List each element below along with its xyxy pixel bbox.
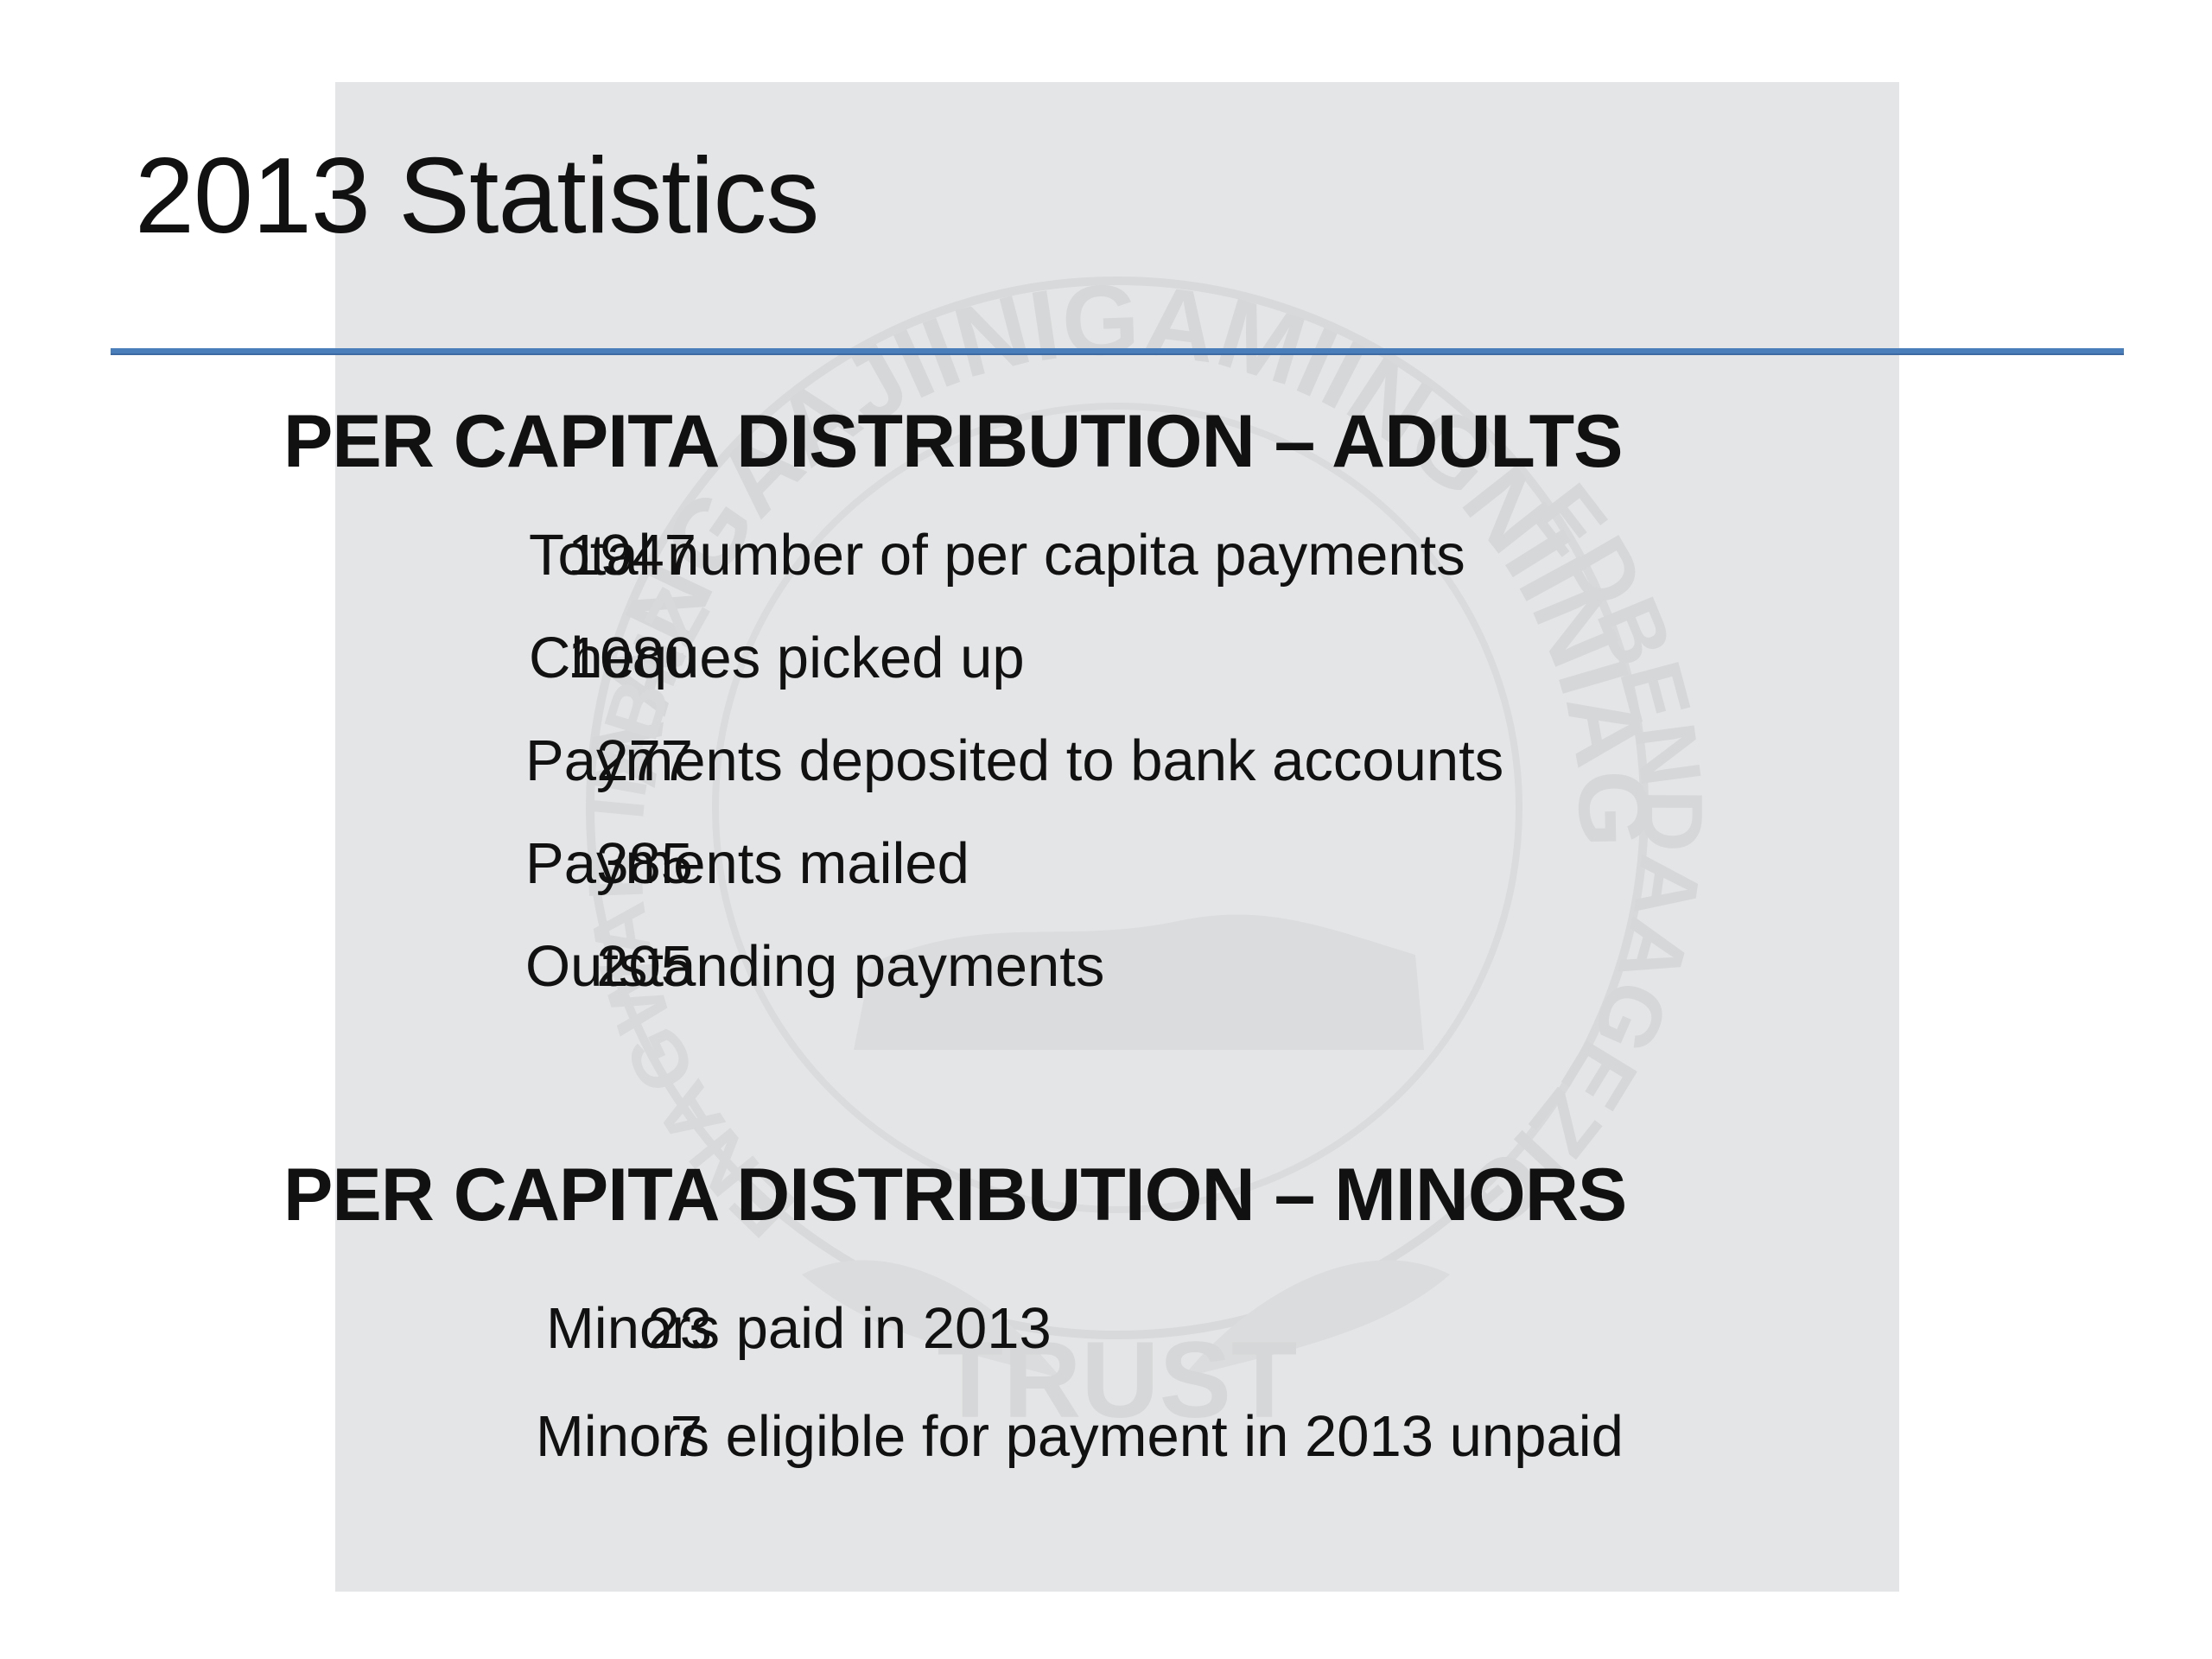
seal-landscape (854, 914, 1424, 1050)
minors-stat-value: 7 (670, 1404, 702, 1469)
minors-stat-row: 23 Minors paid in 2013 (276, 1290, 1745, 1368)
adults-stat-value: 1947 (567, 523, 696, 588)
seal-feather-left (802, 1260, 1061, 1378)
title-divider (111, 348, 2124, 355)
adults-stat-value: 385 (596, 831, 693, 896)
minors-stat-label: Minors paid in 2013 (546, 1296, 1052, 1361)
seal-outer-ring (586, 276, 1649, 1339)
seal-text-bottom: TRUST (938, 1320, 1298, 1440)
adults-stat-row: 205 Outstanding payments (276, 928, 1745, 1006)
watermark-panel: YAANGAAJIINIGAMIINGNIINIAG EDBENDAAGEZIG… (335, 82, 1899, 1592)
adults-stat-value: 1080 (567, 626, 696, 690)
adults-stat-label: Outstanding payments (525, 934, 1105, 999)
adults-stat-value: 205 (596, 934, 693, 999)
adults-stat-value: 277 (596, 728, 693, 793)
adults-stat-row: 1080 Cheques picked up (276, 620, 1745, 697)
adults-stat-label: Payments mailed (525, 831, 969, 896)
minors-section-heading: PER CAPITA DISTRIBUTION – MINORS (283, 1154, 1627, 1236)
adults-section-heading: PER CAPITA DISTRIBUTION – ADULTS (283, 400, 1623, 483)
adults-stat-row: 385 Payments mailed (276, 825, 1745, 903)
seal-inner-ring (712, 403, 1522, 1213)
adults-stat-label: Payments deposited to bank accounts (525, 728, 1504, 793)
adults-stat-label: Total number of per capita payments (529, 523, 1465, 588)
trust-seal-watermark: YAANGAAJIINIGAMIINGNIINIAG EDBENDAAGEZIG… (335, 82, 1720, 1440)
minors-stat-value: 23 (647, 1296, 712, 1361)
minors-stat-label: Minors eligible for payment in 2013 unpa… (536, 1404, 1624, 1469)
adults-stat-row: 277 Payments deposited to bank accounts (276, 722, 1745, 800)
adults-stat-label: Cheques picked up (529, 626, 1025, 690)
seal-feather-right (1182, 1260, 1450, 1378)
adults-stat-row: 1947 Total number of per capita payments (276, 517, 1745, 594)
slide-title: 2013 Statistics (135, 137, 819, 256)
minors-stat-row: 7 Minors eligible for payment in 2013 un… (276, 1398, 1745, 1476)
